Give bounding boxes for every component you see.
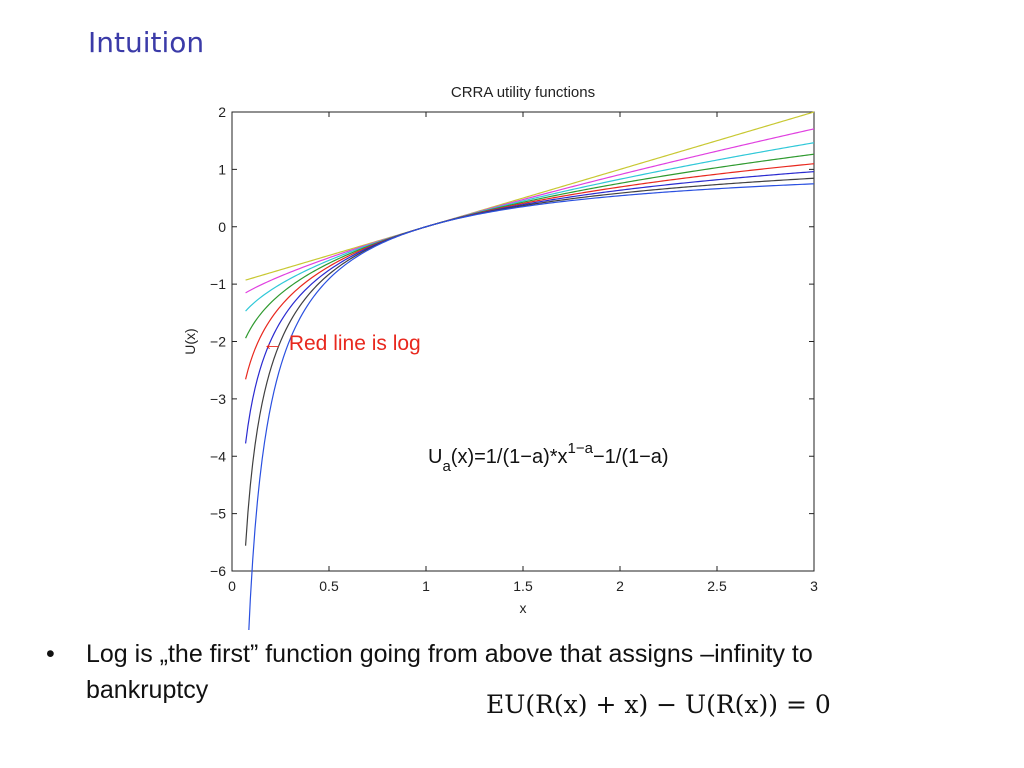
series-line-a-0_5 xyxy=(245,142,815,312)
x-tick-label: 0 xyxy=(228,578,236,594)
x-tick-label: 3 xyxy=(810,578,818,594)
series-line-a-1_25 xyxy=(244,171,815,444)
series-line-a-1_75 xyxy=(248,183,815,630)
x-tick-label: 1.5 xyxy=(513,578,533,594)
series-line-a-0 xyxy=(245,111,815,281)
formula-main: U xyxy=(428,446,442,468)
y-tick-label: −2 xyxy=(210,334,226,350)
annotation-formula: Ua(x)=1/(1−a)*x1−a−1/(1−a) xyxy=(428,440,669,475)
x-tick-label: 1 xyxy=(422,578,430,594)
y-tick-label: −4 xyxy=(210,448,226,464)
bullet-text: Log is „the first” function going from a… xyxy=(86,640,813,704)
formula-superscript: 1−a xyxy=(568,440,594,457)
x-tick-label: 2.5 xyxy=(707,578,727,594)
bullet-symbol: • xyxy=(46,640,55,668)
formula-tail: −1/(1−a) xyxy=(593,446,669,468)
chart-title: CRRA utility functions xyxy=(451,84,595,101)
series-line-a-0_75 xyxy=(245,153,815,339)
series-line-a-1_5 xyxy=(244,177,815,546)
y-tick-label: −1 xyxy=(210,276,226,292)
formula-body: (x)=1/(1−a)*x xyxy=(451,446,568,468)
equation: EU(R(x) + x) − U(R(x)) = 0 xyxy=(486,690,831,719)
y-tick-label: 0 xyxy=(218,219,226,235)
formula-subscript: a xyxy=(442,458,451,475)
x-tick-label: 2 xyxy=(616,578,624,594)
y-tick-label: 1 xyxy=(218,161,226,177)
annotation-red-line-is-log: ← Red line is log xyxy=(262,332,421,355)
series-lines xyxy=(244,111,815,630)
x-tick-label: 0.5 xyxy=(319,578,339,594)
y-tick-label: −6 xyxy=(210,563,226,579)
slide-title: Intuition xyxy=(88,26,205,59)
y-tick-label: −3 xyxy=(210,391,226,407)
y-tick-label: 2 xyxy=(218,104,226,120)
y-tick-label: −5 xyxy=(210,506,226,522)
crra-chart: CRRA utility functions 0 0.5 1 1.5 2 2.5 3210−… xyxy=(182,84,818,630)
series-line-a-0_25 xyxy=(245,128,815,294)
y-axis-label: U(x) xyxy=(182,328,198,354)
x-axis-label: x xyxy=(520,600,527,616)
series-line-a-1 xyxy=(244,163,815,380)
axis-ticks: 0 0.5 1 1.5 2 2.5 3 2 1 0 −1 −2 −3 −4 −5 −6 xyxy=(210,104,818,594)
